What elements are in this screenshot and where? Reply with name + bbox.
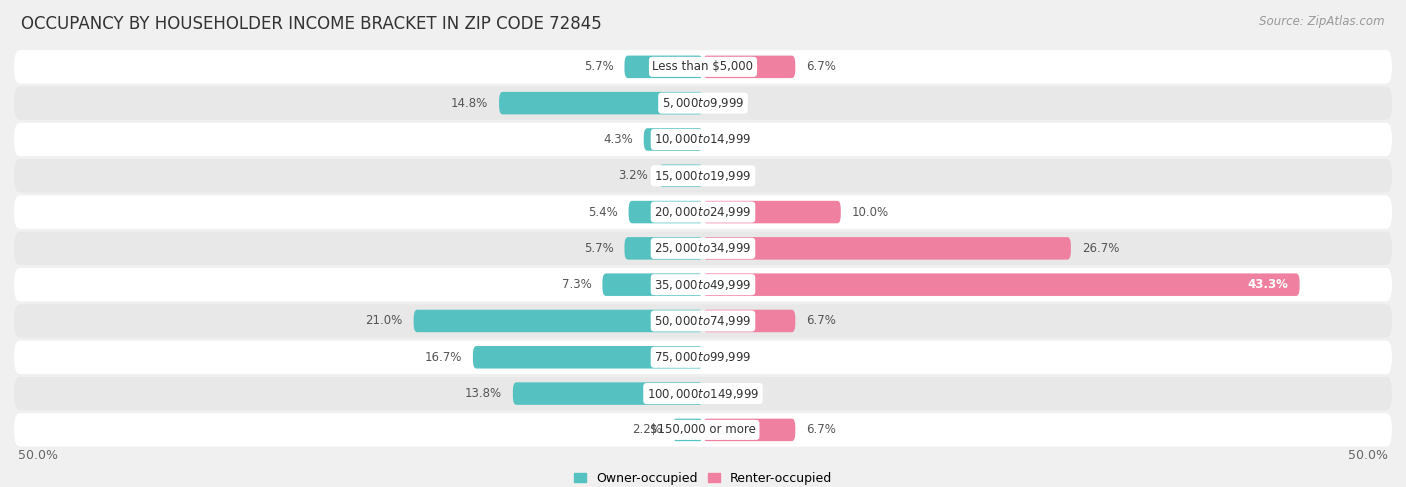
- Text: 50.0%: 50.0%: [1348, 449, 1388, 462]
- Text: $150,000 or more: $150,000 or more: [650, 423, 756, 436]
- Text: $35,000 to $49,999: $35,000 to $49,999: [654, 278, 752, 292]
- FancyBboxPatch shape: [413, 310, 703, 332]
- Text: 5.7%: 5.7%: [583, 60, 613, 74]
- FancyBboxPatch shape: [602, 273, 703, 296]
- Text: $10,000 to $14,999: $10,000 to $14,999: [654, 132, 752, 147]
- Text: 16.7%: 16.7%: [425, 351, 461, 364]
- Legend: Owner-occupied, Renter-occupied: Owner-occupied, Renter-occupied: [568, 467, 838, 487]
- Text: $20,000 to $24,999: $20,000 to $24,999: [654, 205, 752, 219]
- Text: 4.3%: 4.3%: [603, 133, 633, 146]
- Text: 14.8%: 14.8%: [451, 96, 488, 110]
- Text: Less than $5,000: Less than $5,000: [652, 60, 754, 74]
- FancyBboxPatch shape: [703, 201, 841, 224]
- FancyBboxPatch shape: [703, 419, 796, 441]
- Text: 7.3%: 7.3%: [561, 278, 592, 291]
- FancyBboxPatch shape: [672, 419, 703, 441]
- FancyBboxPatch shape: [14, 50, 1392, 84]
- Text: 43.3%: 43.3%: [1247, 278, 1289, 291]
- Text: 6.7%: 6.7%: [807, 60, 837, 74]
- Text: $15,000 to $19,999: $15,000 to $19,999: [654, 169, 752, 183]
- FancyBboxPatch shape: [644, 128, 703, 150]
- Text: 10.0%: 10.0%: [852, 206, 889, 219]
- FancyBboxPatch shape: [14, 304, 1392, 337]
- Text: OCCUPANCY BY HOUSEHOLDER INCOME BRACKET IN ZIP CODE 72845: OCCUPANCY BY HOUSEHOLDER INCOME BRACKET …: [21, 15, 602, 33]
- FancyBboxPatch shape: [628, 201, 703, 224]
- FancyBboxPatch shape: [703, 56, 796, 78]
- FancyBboxPatch shape: [624, 56, 703, 78]
- Text: 5.7%: 5.7%: [583, 242, 613, 255]
- FancyBboxPatch shape: [513, 382, 703, 405]
- Text: 3.2%: 3.2%: [619, 169, 648, 182]
- FancyBboxPatch shape: [703, 237, 1071, 260]
- Text: $25,000 to $34,999: $25,000 to $34,999: [654, 242, 752, 255]
- FancyBboxPatch shape: [499, 92, 703, 114]
- Text: $100,000 to $149,999: $100,000 to $149,999: [647, 387, 759, 401]
- Text: 13.8%: 13.8%: [465, 387, 502, 400]
- Text: 6.7%: 6.7%: [807, 423, 837, 436]
- Text: 26.7%: 26.7%: [1083, 242, 1119, 255]
- FancyBboxPatch shape: [14, 195, 1392, 229]
- FancyBboxPatch shape: [14, 232, 1392, 265]
- FancyBboxPatch shape: [14, 123, 1392, 156]
- FancyBboxPatch shape: [624, 237, 703, 260]
- Text: Source: ZipAtlas.com: Source: ZipAtlas.com: [1260, 15, 1385, 28]
- Text: $5,000 to $9,999: $5,000 to $9,999: [662, 96, 744, 110]
- Text: 21.0%: 21.0%: [366, 315, 402, 327]
- FancyBboxPatch shape: [472, 346, 703, 369]
- FancyBboxPatch shape: [14, 87, 1392, 120]
- Text: 5.4%: 5.4%: [588, 206, 617, 219]
- FancyBboxPatch shape: [703, 310, 796, 332]
- Text: 50.0%: 50.0%: [18, 449, 58, 462]
- FancyBboxPatch shape: [14, 413, 1392, 447]
- FancyBboxPatch shape: [703, 273, 1299, 296]
- Text: $75,000 to $99,999: $75,000 to $99,999: [654, 350, 752, 364]
- FancyBboxPatch shape: [14, 159, 1392, 192]
- Text: $50,000 to $74,999: $50,000 to $74,999: [654, 314, 752, 328]
- FancyBboxPatch shape: [14, 340, 1392, 374]
- Text: 2.2%: 2.2%: [631, 423, 662, 436]
- FancyBboxPatch shape: [659, 165, 703, 187]
- FancyBboxPatch shape: [14, 377, 1392, 410]
- Text: 6.7%: 6.7%: [807, 315, 837, 327]
- FancyBboxPatch shape: [14, 268, 1392, 301]
